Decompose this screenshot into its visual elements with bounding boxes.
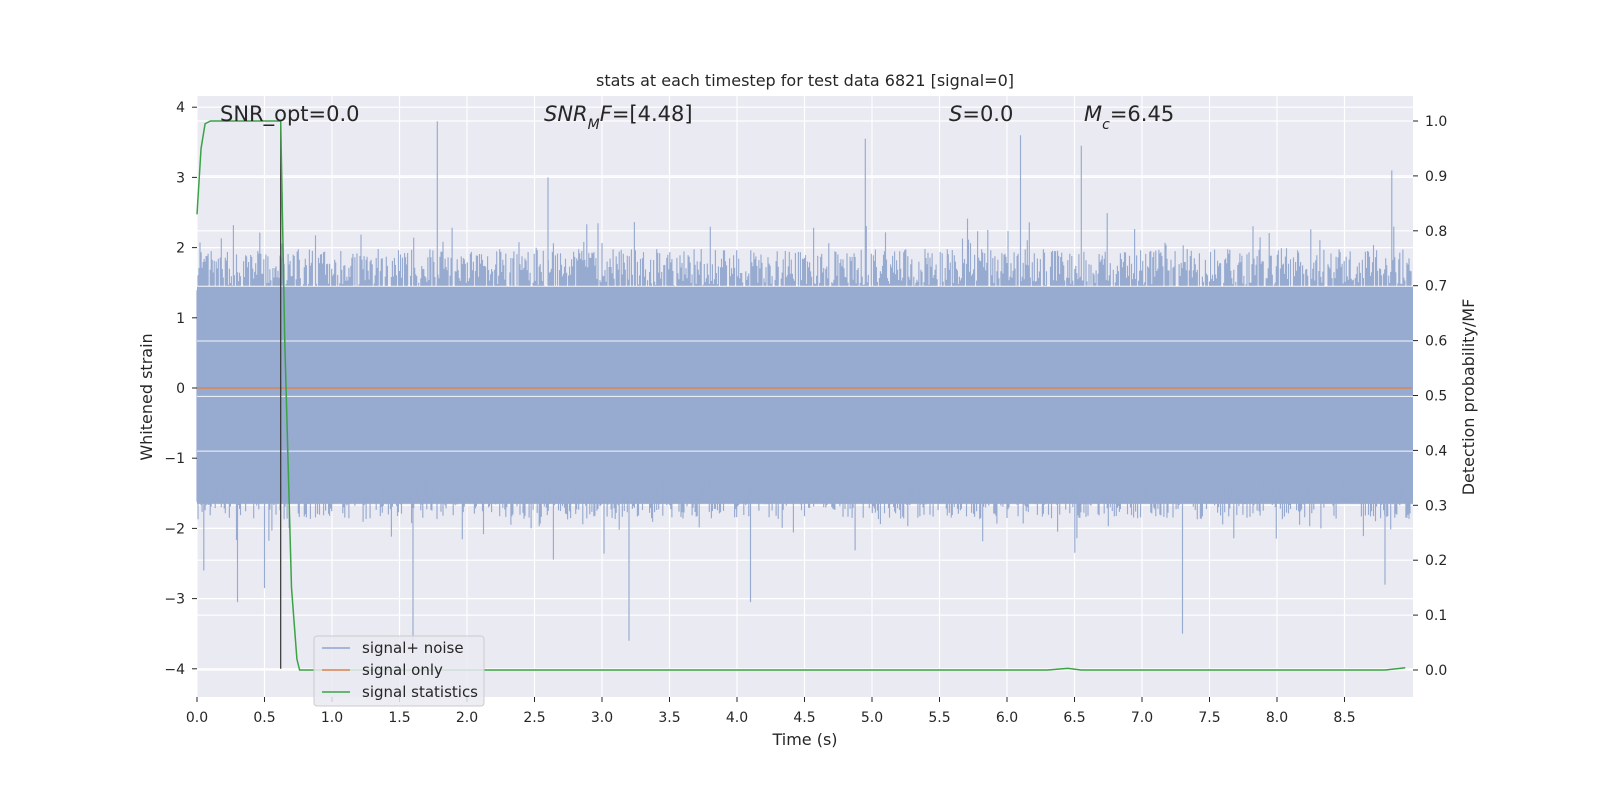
y-axis-right-ticks: 0.0 0.1 0.2 0.3 0.4 0.5 0.6 0.7 0.8 0.9 1.0 bbox=[1413, 114, 1447, 679]
annotation-3: Mc=6.45 bbox=[1084, 102, 1174, 133]
x-tick-label: 5.5 bbox=[928, 710, 950, 726]
y-right-tick-label: 0.4 bbox=[1425, 443, 1447, 459]
x-tick-label: 1.5 bbox=[388, 710, 410, 726]
x-tick-label: 4.0 bbox=[726, 710, 748, 726]
y-right-tick-label: 0.3 bbox=[1425, 498, 1447, 514]
x-tick-label: 0.5 bbox=[253, 710, 275, 726]
y-right-tick-label: 0.7 bbox=[1425, 279, 1447, 295]
annotations: SNR_opt=0.0 SNRMF=[4.48] S=0.0 Mc=6.45 bbox=[220, 102, 1174, 133]
x-tick-label: 0.0 bbox=[186, 710, 208, 726]
y-right-tick-label: 0.9 bbox=[1425, 169, 1447, 185]
y-right-tick-label: 0.6 bbox=[1425, 334, 1447, 350]
x-tick-label: 7.5 bbox=[1198, 710, 1220, 726]
y-right-tick-label: 0.2 bbox=[1425, 553, 1447, 569]
annotation-1: SNRMF=[4.48] bbox=[544, 102, 693, 133]
y-right-tick-label: 0.1 bbox=[1425, 608, 1447, 624]
legend-label-signal-statistics: signal statistics bbox=[362, 683, 478, 701]
legend-label-signal-only: signal only bbox=[362, 661, 443, 679]
y-left-tick-label: 2 bbox=[176, 241, 185, 257]
y-left-tick-label: −1 bbox=[164, 451, 185, 467]
x-tick-label: 2.5 bbox=[523, 710, 545, 726]
legend: signal+ noise signal only signal statist… bbox=[313, 635, 485, 707]
y-left-tick-label: −3 bbox=[164, 592, 185, 608]
y-right-tick-label: 0.5 bbox=[1425, 389, 1447, 405]
y-left-tick-label: 1 bbox=[176, 311, 185, 327]
y-left-tick-label: −2 bbox=[164, 521, 185, 537]
y-left-tick-label: −4 bbox=[164, 662, 185, 678]
y-axis-left-ticks: −4 −3 −2 −1 0 1 2 3 4 bbox=[164, 100, 197, 678]
x-axis-ticks: 0.0 0.5 1.0 1.5 2.0 2.5 3.0 3.5 4.0 4.5 5.0 5.5 6.0 6… bbox=[186, 697, 1356, 726]
y-left-tick-label: 0 bbox=[176, 381, 185, 397]
y-right-tick-label: 1.0 bbox=[1425, 114, 1447, 130]
x-axis-label: Time (s) bbox=[771, 730, 837, 749]
y-left-tick-label: 3 bbox=[176, 170, 185, 186]
annotation-0: SNR_opt=0.0 bbox=[220, 102, 360, 127]
legend-box bbox=[313, 635, 485, 707]
chart-title: stats at each timestep for test data 682… bbox=[596, 71, 1014, 90]
y-left-tick-label: 4 bbox=[176, 100, 185, 116]
y-right-tick-label: 0.8 bbox=[1425, 224, 1447, 240]
x-tick-label: 1.0 bbox=[321, 710, 343, 726]
y-axis-right-label: Detection probability/MF bbox=[1459, 299, 1478, 496]
series-lines bbox=[196, 120, 1412, 671]
annotation-2: S=0.0 bbox=[949, 102, 1013, 126]
x-tick-label: 5.0 bbox=[861, 710, 883, 726]
x-tick-label: 7.0 bbox=[1131, 710, 1153, 726]
x-tick-label: 8.5 bbox=[1333, 710, 1355, 726]
y-right-tick-label: 0.0 bbox=[1425, 663, 1447, 679]
x-tick-label: 6.0 bbox=[996, 710, 1018, 726]
series-signal-noise bbox=[196, 121, 1413, 641]
y-axis-left-label: Whitened strain bbox=[137, 333, 156, 460]
x-tick-label: 6.5 bbox=[1063, 710, 1085, 726]
x-tick-label: 3.5 bbox=[658, 710, 680, 726]
legend-label-signal-noise: signal+ noise bbox=[362, 639, 464, 657]
x-tick-label: 3.0 bbox=[591, 710, 613, 726]
x-tick-label: 4.5 bbox=[793, 710, 815, 726]
x-tick-label: 2.0 bbox=[456, 710, 478, 726]
x-tick-label: 8.0 bbox=[1266, 710, 1288, 726]
signal-statistics-line bbox=[196, 120, 1406, 671]
